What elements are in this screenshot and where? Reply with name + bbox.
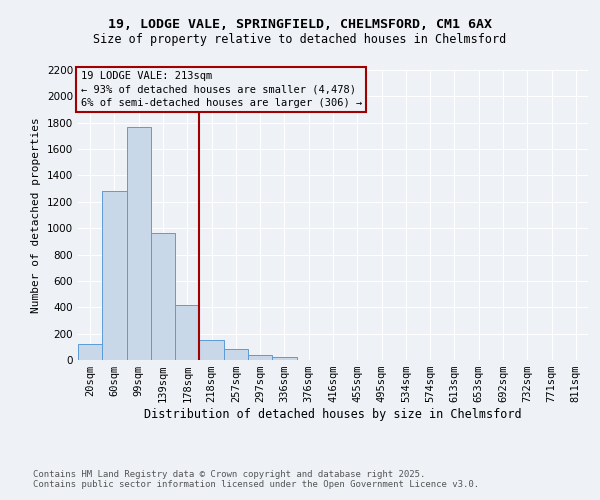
Bar xyxy=(78,344,102,360)
Text: 19 LODGE VALE: 213sqm
← 93% of detached houses are smaller (4,478)
6% of semi-de: 19 LODGE VALE: 213sqm ← 93% of detached … xyxy=(80,72,362,108)
Bar xyxy=(175,304,199,360)
X-axis label: Distribution of detached houses by size in Chelmsford: Distribution of detached houses by size … xyxy=(144,408,522,421)
Bar xyxy=(248,354,272,360)
Bar xyxy=(272,358,296,360)
Bar xyxy=(224,350,248,360)
Text: Size of property relative to detached houses in Chelmsford: Size of property relative to detached ho… xyxy=(94,32,506,46)
Bar xyxy=(151,234,175,360)
Bar xyxy=(199,340,224,360)
Y-axis label: Number of detached properties: Number of detached properties xyxy=(31,117,41,313)
Text: 19, LODGE VALE, SPRINGFIELD, CHELMSFORD, CM1 6AX: 19, LODGE VALE, SPRINGFIELD, CHELMSFORD,… xyxy=(108,18,492,30)
Bar xyxy=(102,192,127,360)
Text: Contains public sector information licensed under the Open Government Licence v3: Contains public sector information licen… xyxy=(33,480,479,489)
Text: Contains HM Land Registry data © Crown copyright and database right 2025.: Contains HM Land Registry data © Crown c… xyxy=(33,470,425,479)
Bar xyxy=(127,126,151,360)
